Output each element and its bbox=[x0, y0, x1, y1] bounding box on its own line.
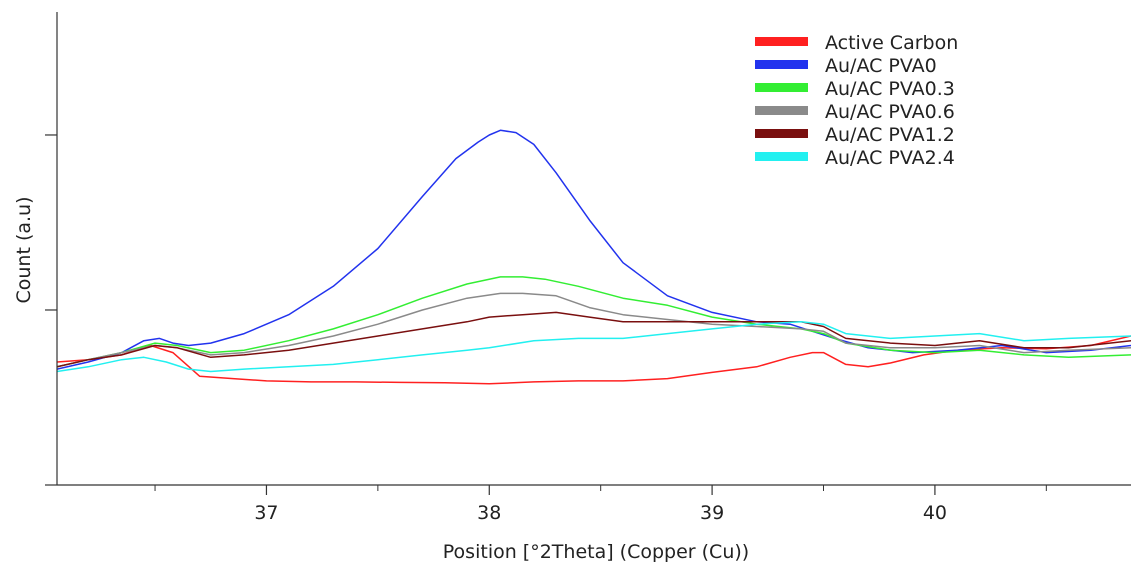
axes: 37 38 39 40 bbox=[45, 12, 1131, 524]
plot-area bbox=[57, 129, 1131, 385]
y-axis-title: Count (a.u) bbox=[13, 196, 35, 303]
series-line-6 bbox=[57, 321, 1131, 373]
legend-swatch-4 bbox=[755, 106, 808, 115]
series-line-5 bbox=[57, 311, 1131, 368]
legend-label-2: Au/AC PVA0 bbox=[825, 55, 937, 77]
legend-label-1: Active Carbon bbox=[825, 32, 958, 54]
legend-label-4: Au/AC PVA0.6 bbox=[825, 101, 955, 123]
x-tick-label: 37 bbox=[254, 502, 278, 524]
legend-swatch-5 bbox=[755, 129, 808, 138]
legend-label-5: Au/AC PVA1.2 bbox=[825, 124, 955, 146]
x-tick-label: 40 bbox=[923, 502, 947, 524]
legend-swatch-6 bbox=[755, 152, 808, 161]
legend-label-6: Au/AC PVA2.4 bbox=[825, 147, 955, 169]
legend-swatch-2 bbox=[755, 60, 808, 69]
series-line-3 bbox=[57, 276, 1131, 368]
legend-swatch-3 bbox=[755, 83, 808, 92]
legend-label-3: Au/AC PVA0.3 bbox=[825, 78, 955, 100]
x-tick-label: 39 bbox=[700, 502, 724, 524]
series-line-2 bbox=[57, 129, 1131, 370]
x-axis-title: Position [°2Theta] (Copper (Cu)) bbox=[443, 541, 749, 563]
legend-swatch-1 bbox=[755, 37, 808, 46]
series-line-4 bbox=[57, 292, 1131, 368]
series-line-1 bbox=[57, 335, 1131, 385]
x-tick-label: 38 bbox=[477, 502, 501, 524]
